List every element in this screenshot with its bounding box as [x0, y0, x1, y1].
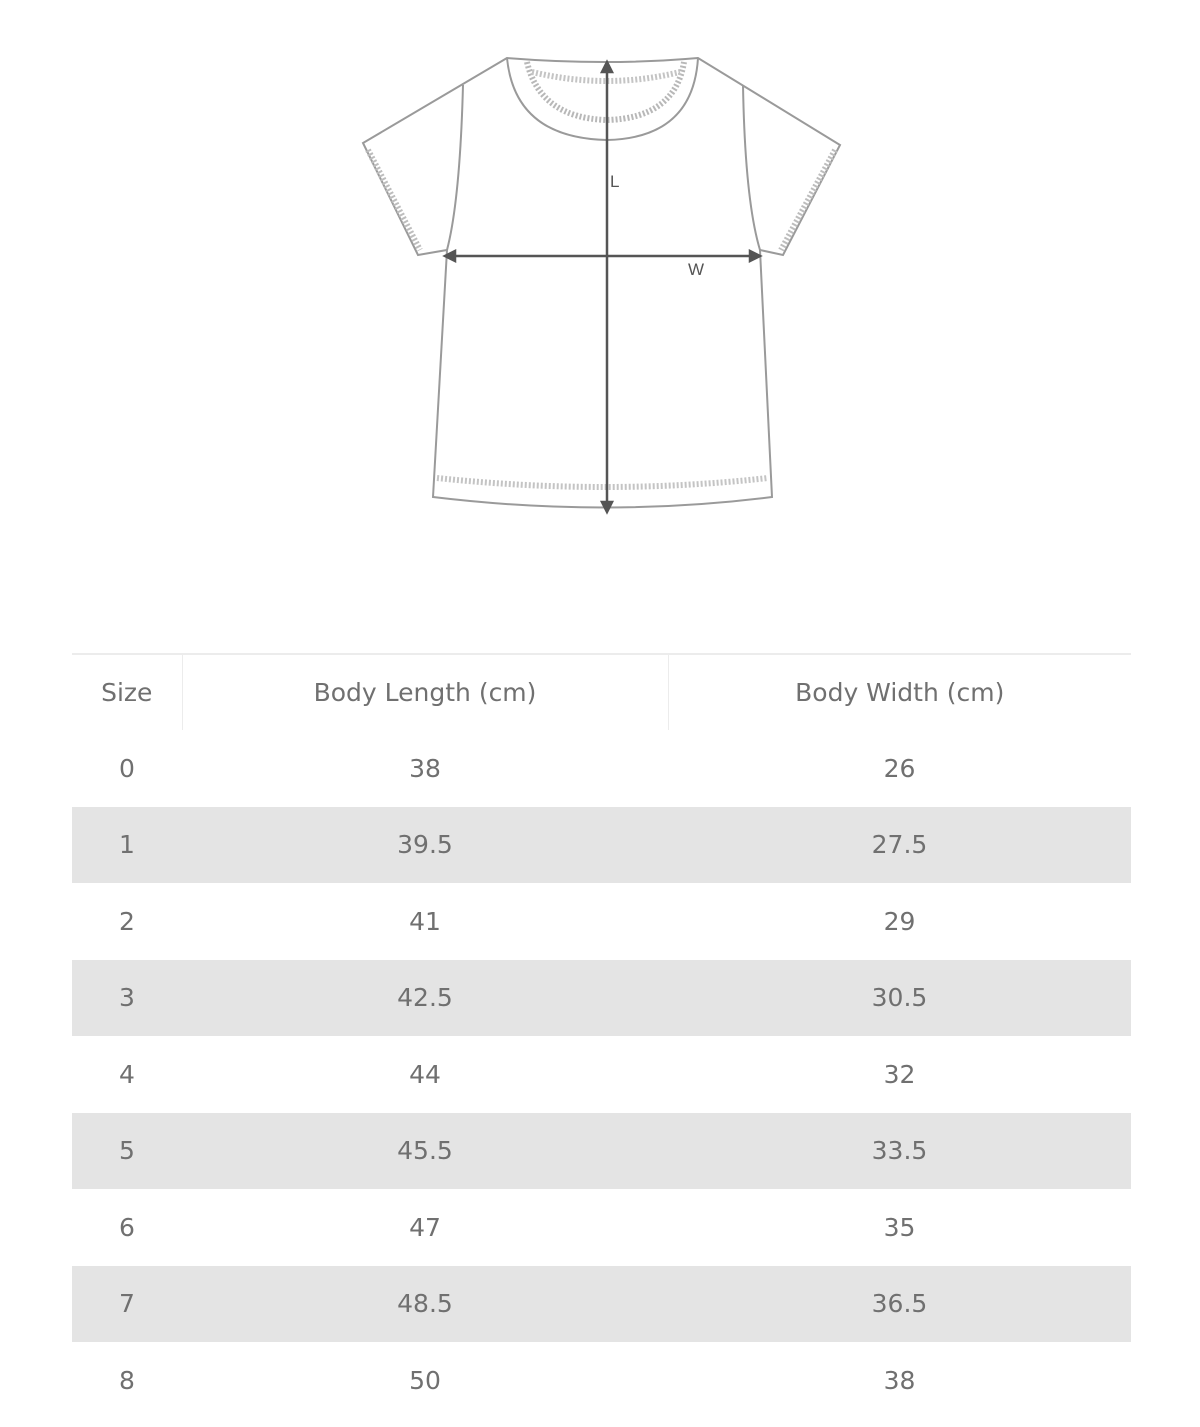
table-row: 6 47 35: [72, 1189, 1131, 1266]
cell-body-width: 35: [883, 1212, 916, 1242]
cell-body-width: 33.5: [871, 1136, 928, 1166]
header-body-width: Body Width (cm): [667, 654, 1131, 730]
cell-body-length: 41: [409, 906, 441, 936]
width-label: W: [688, 260, 704, 279]
cell-size: 2: [119, 906, 135, 936]
width-arrow: [442, 248, 763, 264]
cell-body-width: 32: [883, 1059, 916, 1089]
cell-body-width: 30.5: [871, 983, 928, 1013]
cell-body-length: 44: [409, 1059, 441, 1089]
cell-body-length: 50: [409, 1365, 441, 1395]
cell-size: 0: [119, 753, 135, 783]
cell-body-width: 36.5: [871, 1289, 928, 1319]
cell-body-width: 26: [883, 753, 916, 783]
cell-body-length: 45.5: [397, 1136, 453, 1166]
length-arrow: [599, 59, 615, 515]
table-row: 8 50 38: [72, 1342, 1131, 1419]
cell-size: 3: [119, 983, 135, 1013]
tshirt-measurement-diagram: L W: [361, 56, 842, 515]
table-row: 7 48.5 36.5: [72, 1265, 1131, 1342]
cell-body-width: 27.5: [871, 830, 928, 860]
header-size: Size: [101, 678, 153, 707]
cell-body-width: 29: [883, 906, 916, 936]
cell-body-length: 47: [409, 1212, 441, 1242]
cell-size: 8: [119, 1365, 135, 1395]
cell-size: 1: [119, 830, 135, 860]
table-header-row: Size Body Length (cm) Body Width (cm): [72, 654, 1131, 730]
cell-body-length: 48.5: [397, 1289, 453, 1319]
table-row: 0 38 26: [72, 730, 1131, 807]
cell-size: 6: [119, 1212, 135, 1242]
table-row: 5 45.5 33.5: [72, 1112, 1131, 1189]
size-chart-table: Size Body Length (cm) Body Width (cm) 0 3…: [72, 653, 1131, 1419]
tshirt-outline: [361, 56, 842, 509]
cell-body-width: 38: [883, 1365, 916, 1395]
cell-body-length: 38: [409, 753, 441, 783]
table-row: 4 44 32: [72, 1036, 1131, 1113]
table-row: 2 41 29: [72, 883, 1131, 960]
cell-body-length: 42.5: [397, 983, 453, 1013]
length-label: L: [610, 172, 619, 191]
cell-size: 4: [119, 1059, 135, 1089]
table-row: 3 42.5 30.5: [72, 959, 1131, 1036]
header-body-length: Body Length (cm): [181, 654, 668, 730]
cell-size: 7: [119, 1289, 135, 1319]
table-row: 1 39.5 27.5: [72, 806, 1131, 883]
cell-size: 5: [119, 1136, 135, 1166]
cell-body-length: 39.5: [397, 830, 453, 860]
